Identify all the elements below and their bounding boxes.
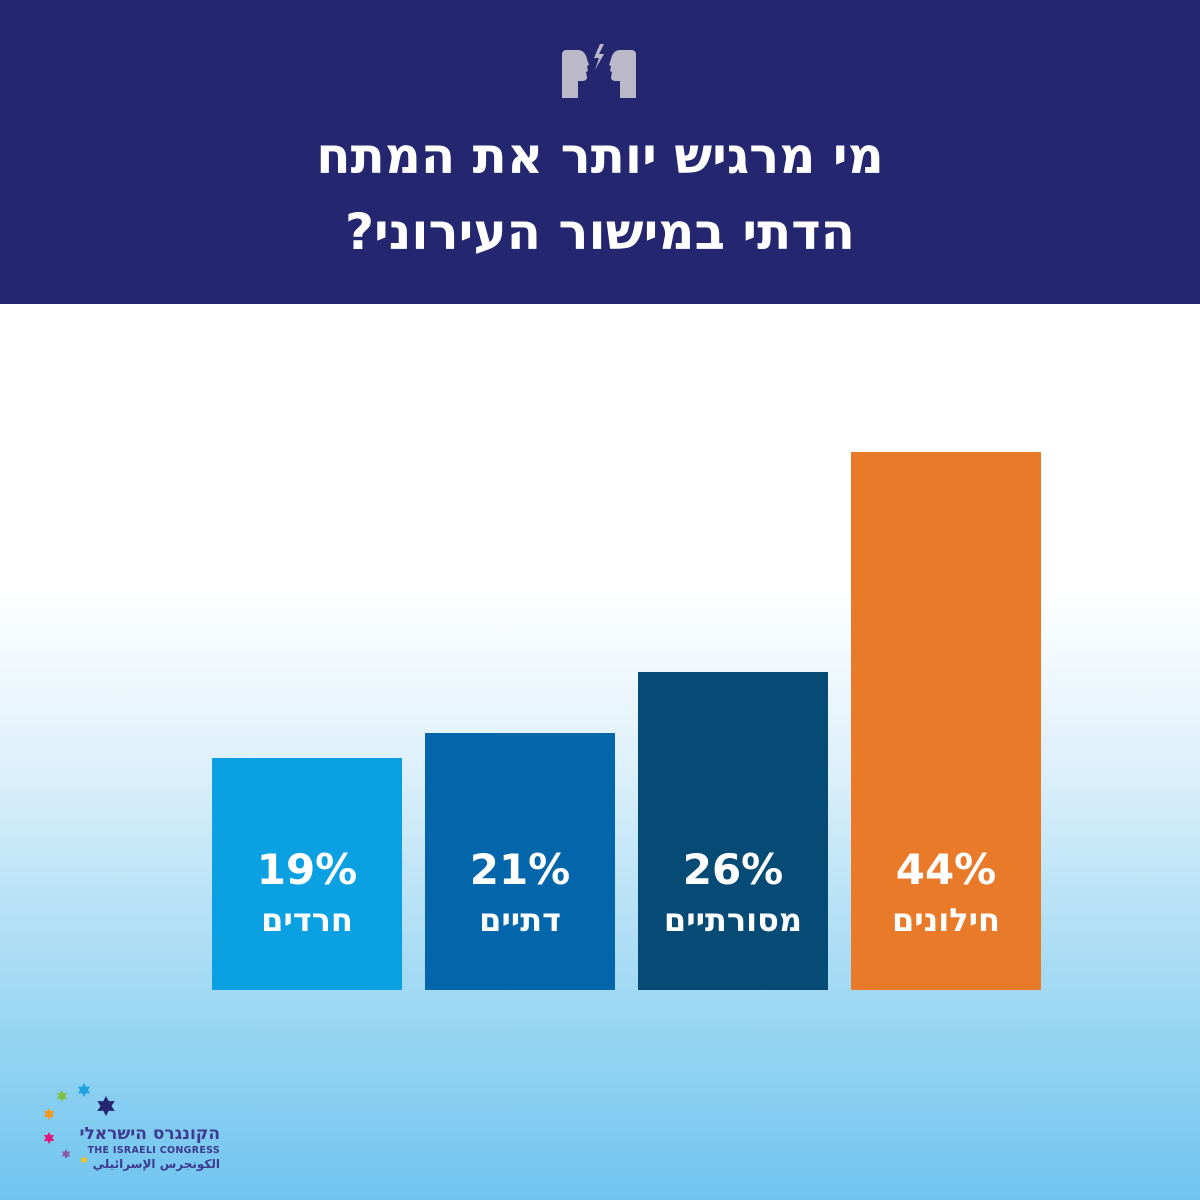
two-faces-lightning-icon [562,44,636,98]
chart-title: מי מרגיש יותר את המתח הדתי במישור העירונ… [0,118,1200,270]
bar-category-label: חילונים [892,901,1000,939]
bar-value-label: 21% [469,845,571,894]
star-shape [56,1090,68,1102]
bar-category-label: מסורתיים [663,901,803,939]
star-shape [80,1156,88,1164]
star-shape [43,1132,55,1144]
star-shape [97,1096,115,1116]
bar-1 [212,758,402,990]
bar-value-label: 44% [895,845,997,894]
star-shape [43,1108,55,1120]
title-line-2: הדתי במישור העירוני? [344,203,856,261]
logo-name-hebrew: הקונגרס הישראלי [79,1124,220,1144]
star-shape [77,1083,91,1097]
bar-category-label: דתיים [479,901,561,939]
bar-3 [638,672,828,990]
header-banner: מי מרגיש יותר את המתח הדתי במישור העירונ… [0,0,1200,304]
logo-name-arabic: الكونجرس الإسرائيلي [92,1157,220,1171]
star-shape [61,1149,71,1159]
stars-ring-icon [43,1083,115,1164]
logo-name-english: THE ISRAELI CONGRESS [87,1145,220,1156]
israeli-congress-logo: הקונגרס הישראלי THE ISRAELI CONGRESS الك… [40,1080,220,1180]
bar-4 [851,452,1041,990]
bar-category-label: חרדים [261,901,353,939]
title-line-1: מי מרגיש יותר את המתח [316,127,884,185]
logo-text: הקונגרס הישראלי THE ISRAELI CONGRESS الك… [68,1124,220,1172]
bar-value-label: 26% [682,845,784,894]
bar-2 [425,733,615,990]
bar-value-label: 19% [256,845,358,894]
